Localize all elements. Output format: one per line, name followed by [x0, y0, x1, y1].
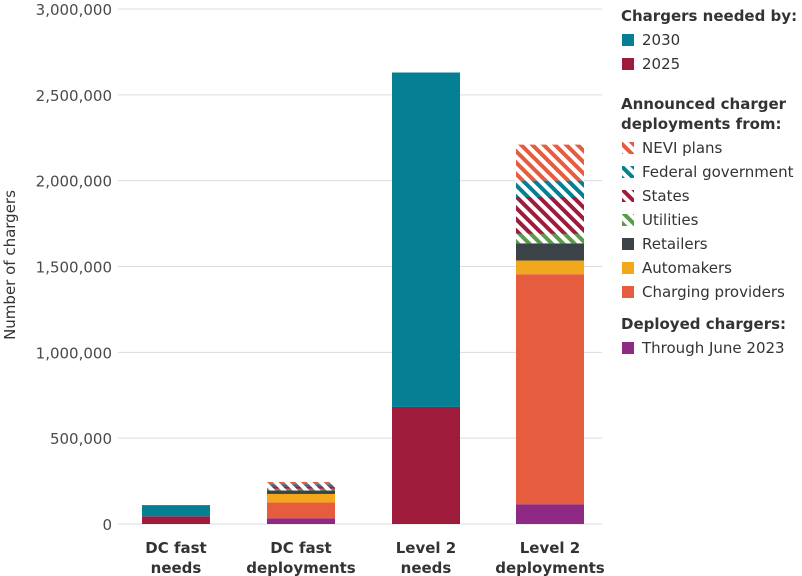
- y-tick-label: 500,000: [50, 430, 112, 448]
- legend-item-through-june-2023: Through June 2023: [641, 339, 785, 357]
- bar-segment-utilities: [516, 233, 584, 244]
- legend-swatch-2025: [622, 58, 634, 70]
- bar-segment-automakers: [267, 493, 335, 503]
- legend-item-nevi-plans: NEVI plans: [642, 139, 723, 157]
- legend-heading: Chargers needed by:: [621, 7, 797, 25]
- category-label: needs: [151, 559, 202, 576]
- category-label: Level 2: [520, 539, 580, 557]
- legend-item-2030: 2030: [642, 31, 680, 49]
- legend-heading: deployments from:: [621, 115, 782, 133]
- category-labels: DC fast needs DC fast deployments Level 2 nee…: [145, 539, 605, 576]
- y-tick-label: 1,500,000: [36, 259, 112, 277]
- bar-segment-states: [267, 486, 335, 489]
- bar-segment-charging-providers: [267, 502, 335, 519]
- bar-segment-utilities: [267, 488, 335, 491]
- legend-item-federal-government: Federal government: [642, 163, 794, 181]
- y-axis-ticks: 0 500,000 1,000,000 1,500,000 2,000,000 2,500…: [36, 1, 112, 534]
- legend-swatch-2030: [622, 34, 634, 46]
- bar-segment-2030: [142, 505, 210, 517]
- bar-segment-through-june-2023: [516, 504, 584, 524]
- legend-swatch-automakers: [622, 262, 634, 274]
- legend-swatch-retailers: [622, 238, 634, 250]
- legend-heading: Deployed chargers:: [621, 315, 786, 333]
- bar-segment-retailers: [516, 243, 584, 261]
- y-axis-title: Number of chargers: [1, 190, 19, 340]
- y-tick-label: 2,500,000: [36, 87, 112, 105]
- y-tick-label: 3,000,000: [36, 1, 112, 19]
- legend-item-2025: 2025: [642, 55, 680, 73]
- legend: Chargers needed by: 2030 2025 Announced cha…: [621, 7, 797, 357]
- bar-segment-states: [516, 196, 584, 234]
- legend-item-utilities: Utilities: [642, 211, 699, 229]
- bar-segment-nevi-plans: [267, 481, 335, 485]
- bar-segment-charging-providers: [516, 274, 584, 505]
- category-label: DC fast: [270, 539, 331, 557]
- bar-segment-2025: [142, 516, 210, 524]
- category-label: DC fast: [145, 539, 206, 557]
- bar-segment-2030: [392, 72, 460, 407]
- category-label: needs: [401, 559, 452, 576]
- legend-item-retailers: Retailers: [642, 235, 708, 253]
- y-tick-label: 0: [102, 516, 112, 534]
- legend-swatch-nevi-plans: [622, 142, 634, 154]
- legend-swatch-through-june-2023: [622, 342, 634, 354]
- bar-segment-nevi-plans: [516, 144, 584, 181]
- bar-segment-automakers: [516, 260, 584, 275]
- legend-swatch-charging-providers: [622, 286, 634, 298]
- legend-item-states: States: [642, 187, 690, 205]
- legend-heading: Announced charger: [621, 95, 787, 113]
- category-label: Level 2: [396, 539, 456, 557]
- category-label: deployments: [246, 559, 356, 576]
- y-tick-label: 1,000,000: [36, 344, 112, 362]
- bar-segment-2025: [392, 406, 460, 524]
- bar-segment-federal-government: [516, 180, 584, 197]
- bar-segment-retailers: [267, 490, 335, 494]
- category-label: deployments: [495, 559, 605, 576]
- y-tick-label: 2,000,000: [36, 173, 112, 191]
- legend-swatch-federal-government: [622, 166, 634, 178]
- bar-segment-through-june-2023: [267, 518, 335, 524]
- bars: [142, 72, 584, 524]
- bar-segment-federal-government: [267, 484, 335, 487]
- legend-item-automakers: Automakers: [642, 259, 732, 277]
- legend-swatch-utilities: [622, 214, 634, 226]
- legend-swatch-states: [622, 190, 634, 202]
- legend-item-charging-providers: Charging providers: [642, 283, 785, 301]
